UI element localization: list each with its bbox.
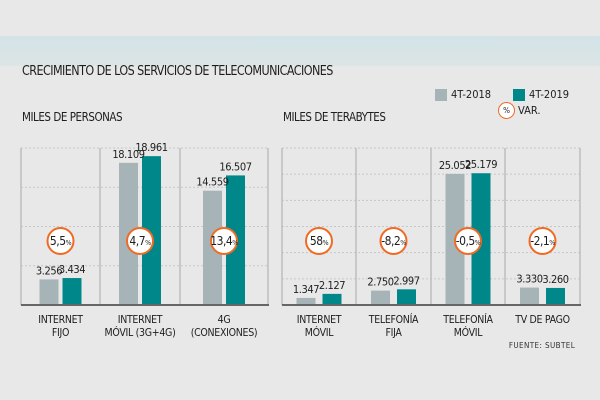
percent-sign: % (400, 239, 406, 247)
variation-circle (379, 227, 408, 255)
percent-sign: % (66, 239, 72, 247)
value-label-2019: 18.961 (135, 141, 167, 154)
bar-2019 (397, 289, 416, 304)
bar-2018 (296, 297, 316, 304)
value-label-2019: 16.507 (219, 160, 251, 173)
category-label: 4G (218, 314, 231, 326)
value-label-2018: 2.750 (367, 276, 393, 289)
percent-sign: % (145, 239, 151, 247)
category-label: MÓVIL (3G+4G) (105, 326, 176, 339)
left-chart-subtitle: MILES DE PERSONAS (22, 109, 123, 124)
legend-swatch-2019 (513, 88, 525, 101)
value-label-2018: 1.347 (293, 283, 319, 296)
variation-circle (305, 227, 333, 255)
category-label: TELEFONÍA (442, 313, 493, 326)
legend-variation-label: VAR. (518, 104, 541, 117)
value-label-2019: 25.179 (465, 158, 497, 171)
bar-2018 (39, 279, 59, 304)
variation-circle (528, 227, 557, 255)
bar-2019 (142, 156, 161, 304)
value-label-2018: 14.559 (196, 176, 228, 189)
variation-label: 13,4% (210, 234, 238, 248)
category-label: INTERNET (38, 314, 83, 326)
bar-2018 (520, 287, 539, 304)
category-label: INTERNET (118, 314, 163, 326)
legend-variation: % VAR. (498, 102, 540, 119)
category-label: FIJO (52, 327, 69, 339)
legend-item-2018: 4T-2018 (435, 88, 491, 101)
category-label: TV DE PAGO (514, 314, 570, 326)
percent-sign: % (232, 239, 238, 247)
value-label-2019: 3.434 (59, 263, 85, 276)
right-chart-subtitle: MILES DE TERABYTES (283, 109, 386, 124)
legend-swatch-2018 (435, 88, 447, 101)
legend-item-2019: 4T-2019 (513, 88, 569, 101)
value-label-2018: 25.052 (439, 159, 471, 172)
category-label: (CONEXIONES) (191, 327, 258, 339)
chart-1: 3.2563.4345,5%INTERNETFIJO18.10918.9614,… (20, 141, 269, 339)
legend-label-2019: 4T-2019 (529, 88, 570, 101)
value-label-2019: 2.127 (319, 279, 345, 292)
value-label-2018: 18.109 (112, 148, 144, 161)
bar-2019 (546, 287, 565, 304)
value-label-2018: 3.256 (36, 264, 62, 277)
legend-label-2018: 4T-2018 (451, 88, 492, 101)
category-label: FIJA (385, 327, 402, 339)
category-label: MÓVIL (454, 326, 483, 339)
category-label: INTERNET (297, 314, 342, 326)
value-label-2019: 2.997 (393, 274, 419, 287)
percent-sign: % (549, 239, 555, 247)
variation-circle (126, 227, 154, 255)
category-label: MÓVIL (305, 326, 334, 339)
value-label-2019: 3.260 (542, 273, 568, 286)
bar-2018 (371, 290, 390, 304)
category-label: TELEFONÍA (368, 313, 419, 326)
value-label-2018: 3.330 (516, 273, 542, 286)
header-band (0, 36, 600, 66)
variation-circle (210, 227, 238, 255)
chart-title: CRECIMIENTO DE LOS SERVICIOS DE TELECOMU… (22, 63, 333, 79)
variation-circle (46, 227, 75, 255)
percent-sign: % (323, 239, 329, 247)
variation-circle (454, 227, 482, 255)
percent-circle-icon: % (498, 102, 515, 119)
percent-sign: % (475, 239, 481, 247)
source-note: FUENTE: SUBTEL (509, 341, 575, 350)
bar-2019 (322, 293, 342, 304)
bar-2019 (62, 278, 82, 304)
